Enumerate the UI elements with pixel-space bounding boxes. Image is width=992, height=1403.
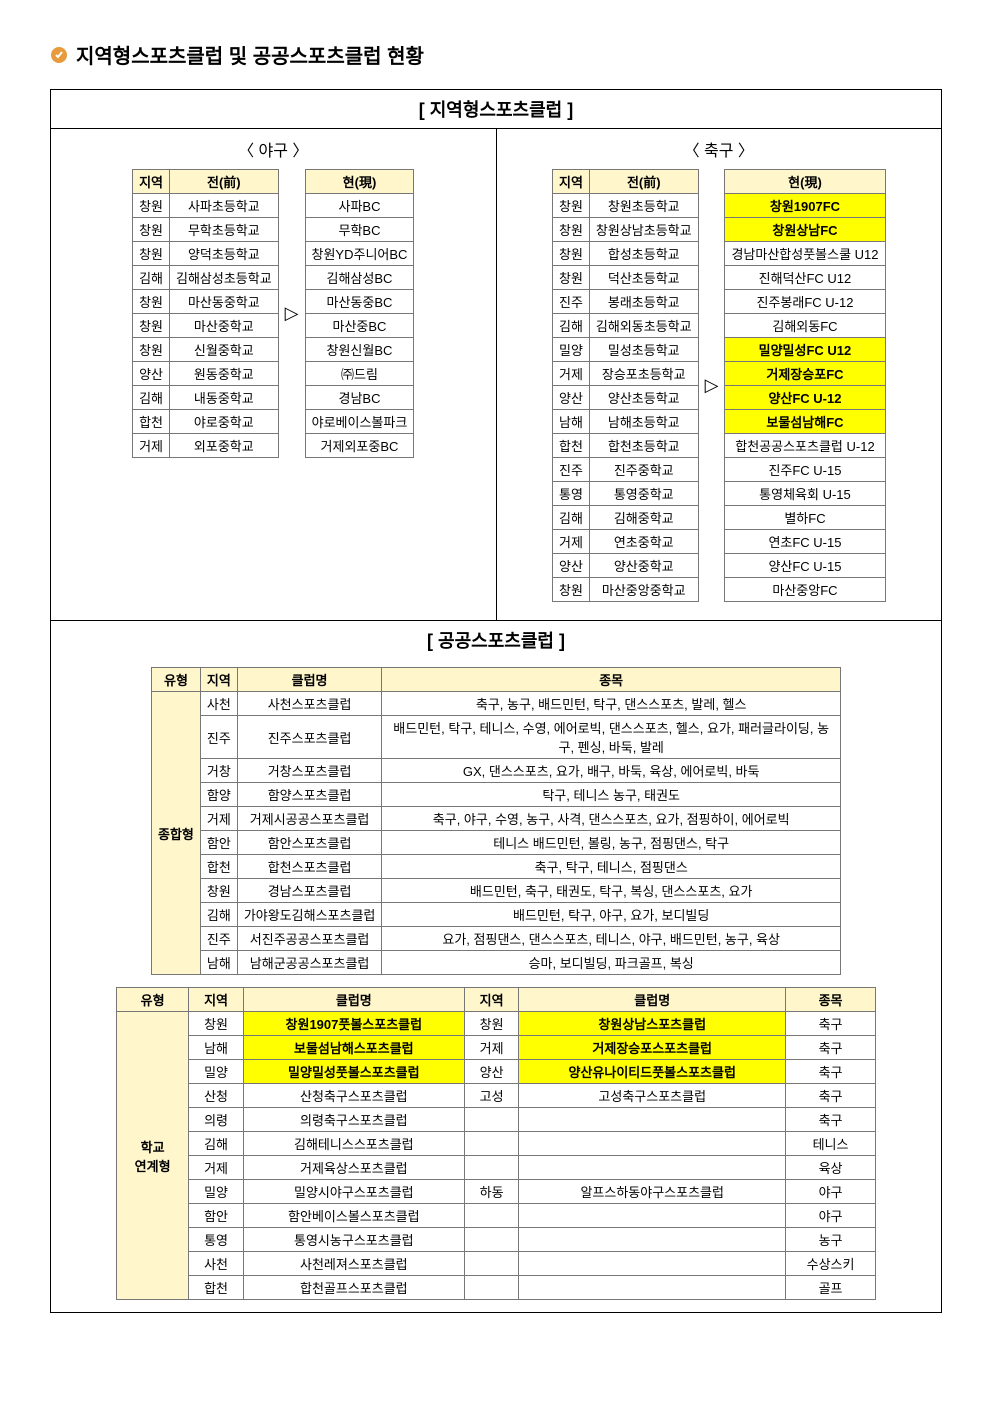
- baseball-before-table: 지역전(前)창원사파초등학교창원무학초등학교창원양덕초등학교김해김해삼성초등학교…: [132, 169, 279, 458]
- soccer-sub: 〈 축구 〉: [507, 135, 932, 169]
- arrow-icon: ▷: [703, 375, 721, 396]
- public-heading: [ 공공스포츠클럽 ]: [51, 621, 941, 659]
- soccer-after-table: 현(現)창원1907FC창원상남FC경남마산합성풋볼스쿨 U12진해덕산FC U…: [724, 169, 885, 602]
- public-table1: 유형지역클럽명종목종합형사천사천스포츠클럽축구, 농구, 배드민턴, 탁구, 댄…: [151, 667, 841, 975]
- regional-columns: 〈 야구 〉 지역전(前)창원사파초등학교창원무학초등학교창원양덕초등학교김해김…: [51, 128, 941, 620]
- title-text: 지역형스포츠클럽 및 공공스포츠클럽 현황: [76, 40, 424, 69]
- soccer-col: 〈 축구 〉 지역전(前)창원창원초등학교창원창원상남초등학교창원합성초등학교창…: [497, 129, 942, 620]
- arrow-icon: ▷: [283, 303, 301, 324]
- soccer-before-table: 지역전(前)창원창원초등학교창원창원상남초등학교창원합성초등학교창원덕산초등학교…: [552, 169, 699, 602]
- public-section: [ 공공스포츠클럽 ] 유형지역클럽명종목종합형사천사천스포츠클럽축구, 농구,…: [51, 620, 941, 1300]
- content-box: [ 지역형스포츠클럽 ] 〈 야구 〉 지역전(前)창원사파초등학교창원무학초등…: [50, 89, 942, 1313]
- bullet-icon: [50, 46, 68, 64]
- page-title: 지역형스포츠클럽 및 공공스포츠클럽 현황: [50, 40, 942, 69]
- public-table2: 유형지역클럽명지역클럽명종목학교 연계형창원창원1907풋볼스포츠클럽창원창원상…: [116, 987, 876, 1300]
- regional-heading: [ 지역형스포츠클럽 ]: [51, 90, 941, 128]
- baseball-col: 〈 야구 〉 지역전(前)창원사파초등학교창원무학초등학교창원양덕초등학교김해김…: [51, 129, 497, 620]
- baseball-after-table: 현(現)사파BC무학BC창원YD주니어BC김해삼성BC마산동중BC마산중BC창원…: [305, 169, 415, 458]
- baseball-sub: 〈 야구 〉: [61, 135, 486, 169]
